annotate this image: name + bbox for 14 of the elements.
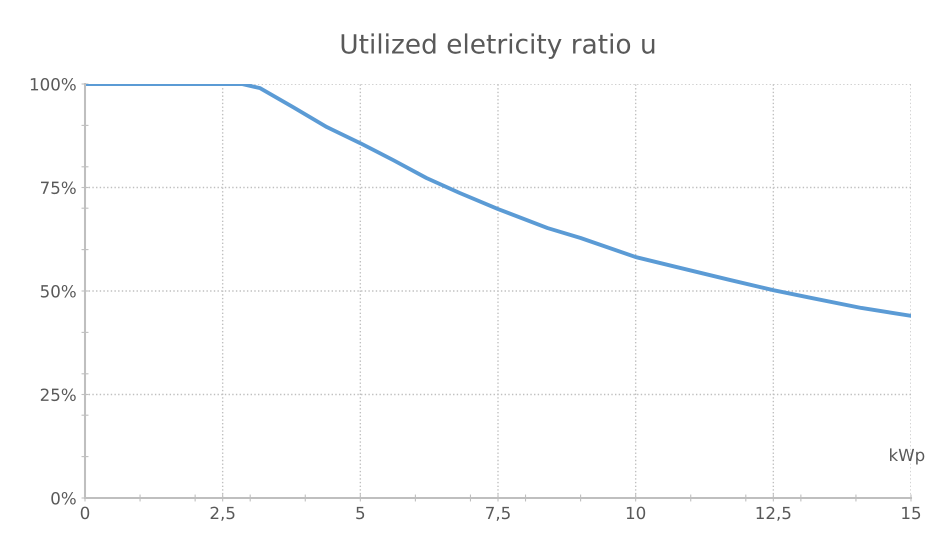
- y-tick-label: 75%: [40, 181, 76, 194]
- x-tick-label: 15: [902, 506, 920, 520]
- x-tick-label: 10: [626, 506, 646, 520]
- y-tick-label: 50%: [40, 284, 76, 298]
- x-axis-title: kWp: [890, 448, 924, 464]
- x-tick-label: 2,5: [210, 506, 234, 521]
- x-tick-label: 5: [356, 506, 364, 520]
- y-tick-label: 25%: [40, 388, 76, 402]
- y-tick-label: 0%: [51, 492, 76, 505]
- x-tick-label: 7,5: [486, 506, 510, 521]
- y-tick-label: 100%: [30, 78, 76, 91]
- x-tick-label: 0: [80, 506, 90, 520]
- x-tick-label: 12,5: [756, 506, 790, 521]
- chart-title: Utilized eletricity ratio u: [342, 33, 654, 59]
